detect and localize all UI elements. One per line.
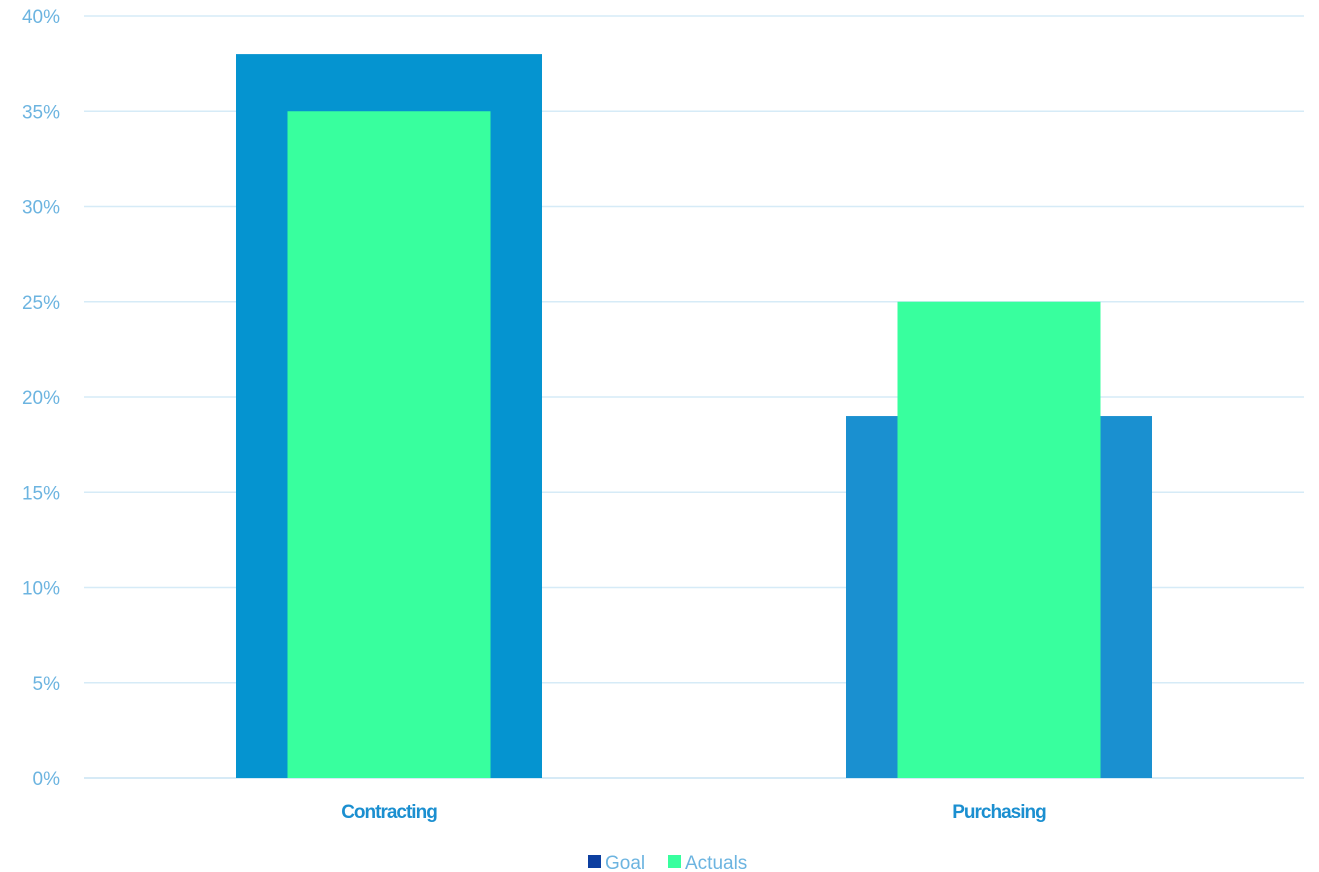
legend-swatch-goal [588, 855, 601, 868]
y-tick-label: 40% [22, 7, 60, 28]
legend-label-goal: Goal [605, 853, 645, 872]
y-tick-label: 15% [22, 483, 60, 504]
x-axis-ticks: Contracting Purchasing [341, 802, 1047, 823]
x-tick-label: Purchasing [952, 802, 1046, 823]
y-tick-label: 20% [22, 388, 60, 409]
legend-swatch-actuals [668, 855, 681, 868]
bar-actuals-purchasing [897, 301, 1101, 778]
bar-actuals-contracting [287, 111, 491, 778]
bars [236, 54, 1152, 779]
y-tick-label: 25% [22, 293, 60, 314]
legend: Goal Actuals [588, 853, 747, 872]
y-tick-label: 35% [22, 102, 60, 123]
legend-label-actuals: Actuals [685, 853, 747, 872]
y-tick-label: 5% [33, 674, 61, 695]
x-tick-label: Contracting [341, 802, 437, 823]
y-axis-ticks: 0% 5% 10% 15% 20% 25% 30% 35% 40% [22, 7, 60, 790]
y-tick-label: 0% [33, 769, 61, 790]
y-tick-label: 30% [22, 198, 60, 219]
y-tick-label: 10% [22, 579, 60, 600]
